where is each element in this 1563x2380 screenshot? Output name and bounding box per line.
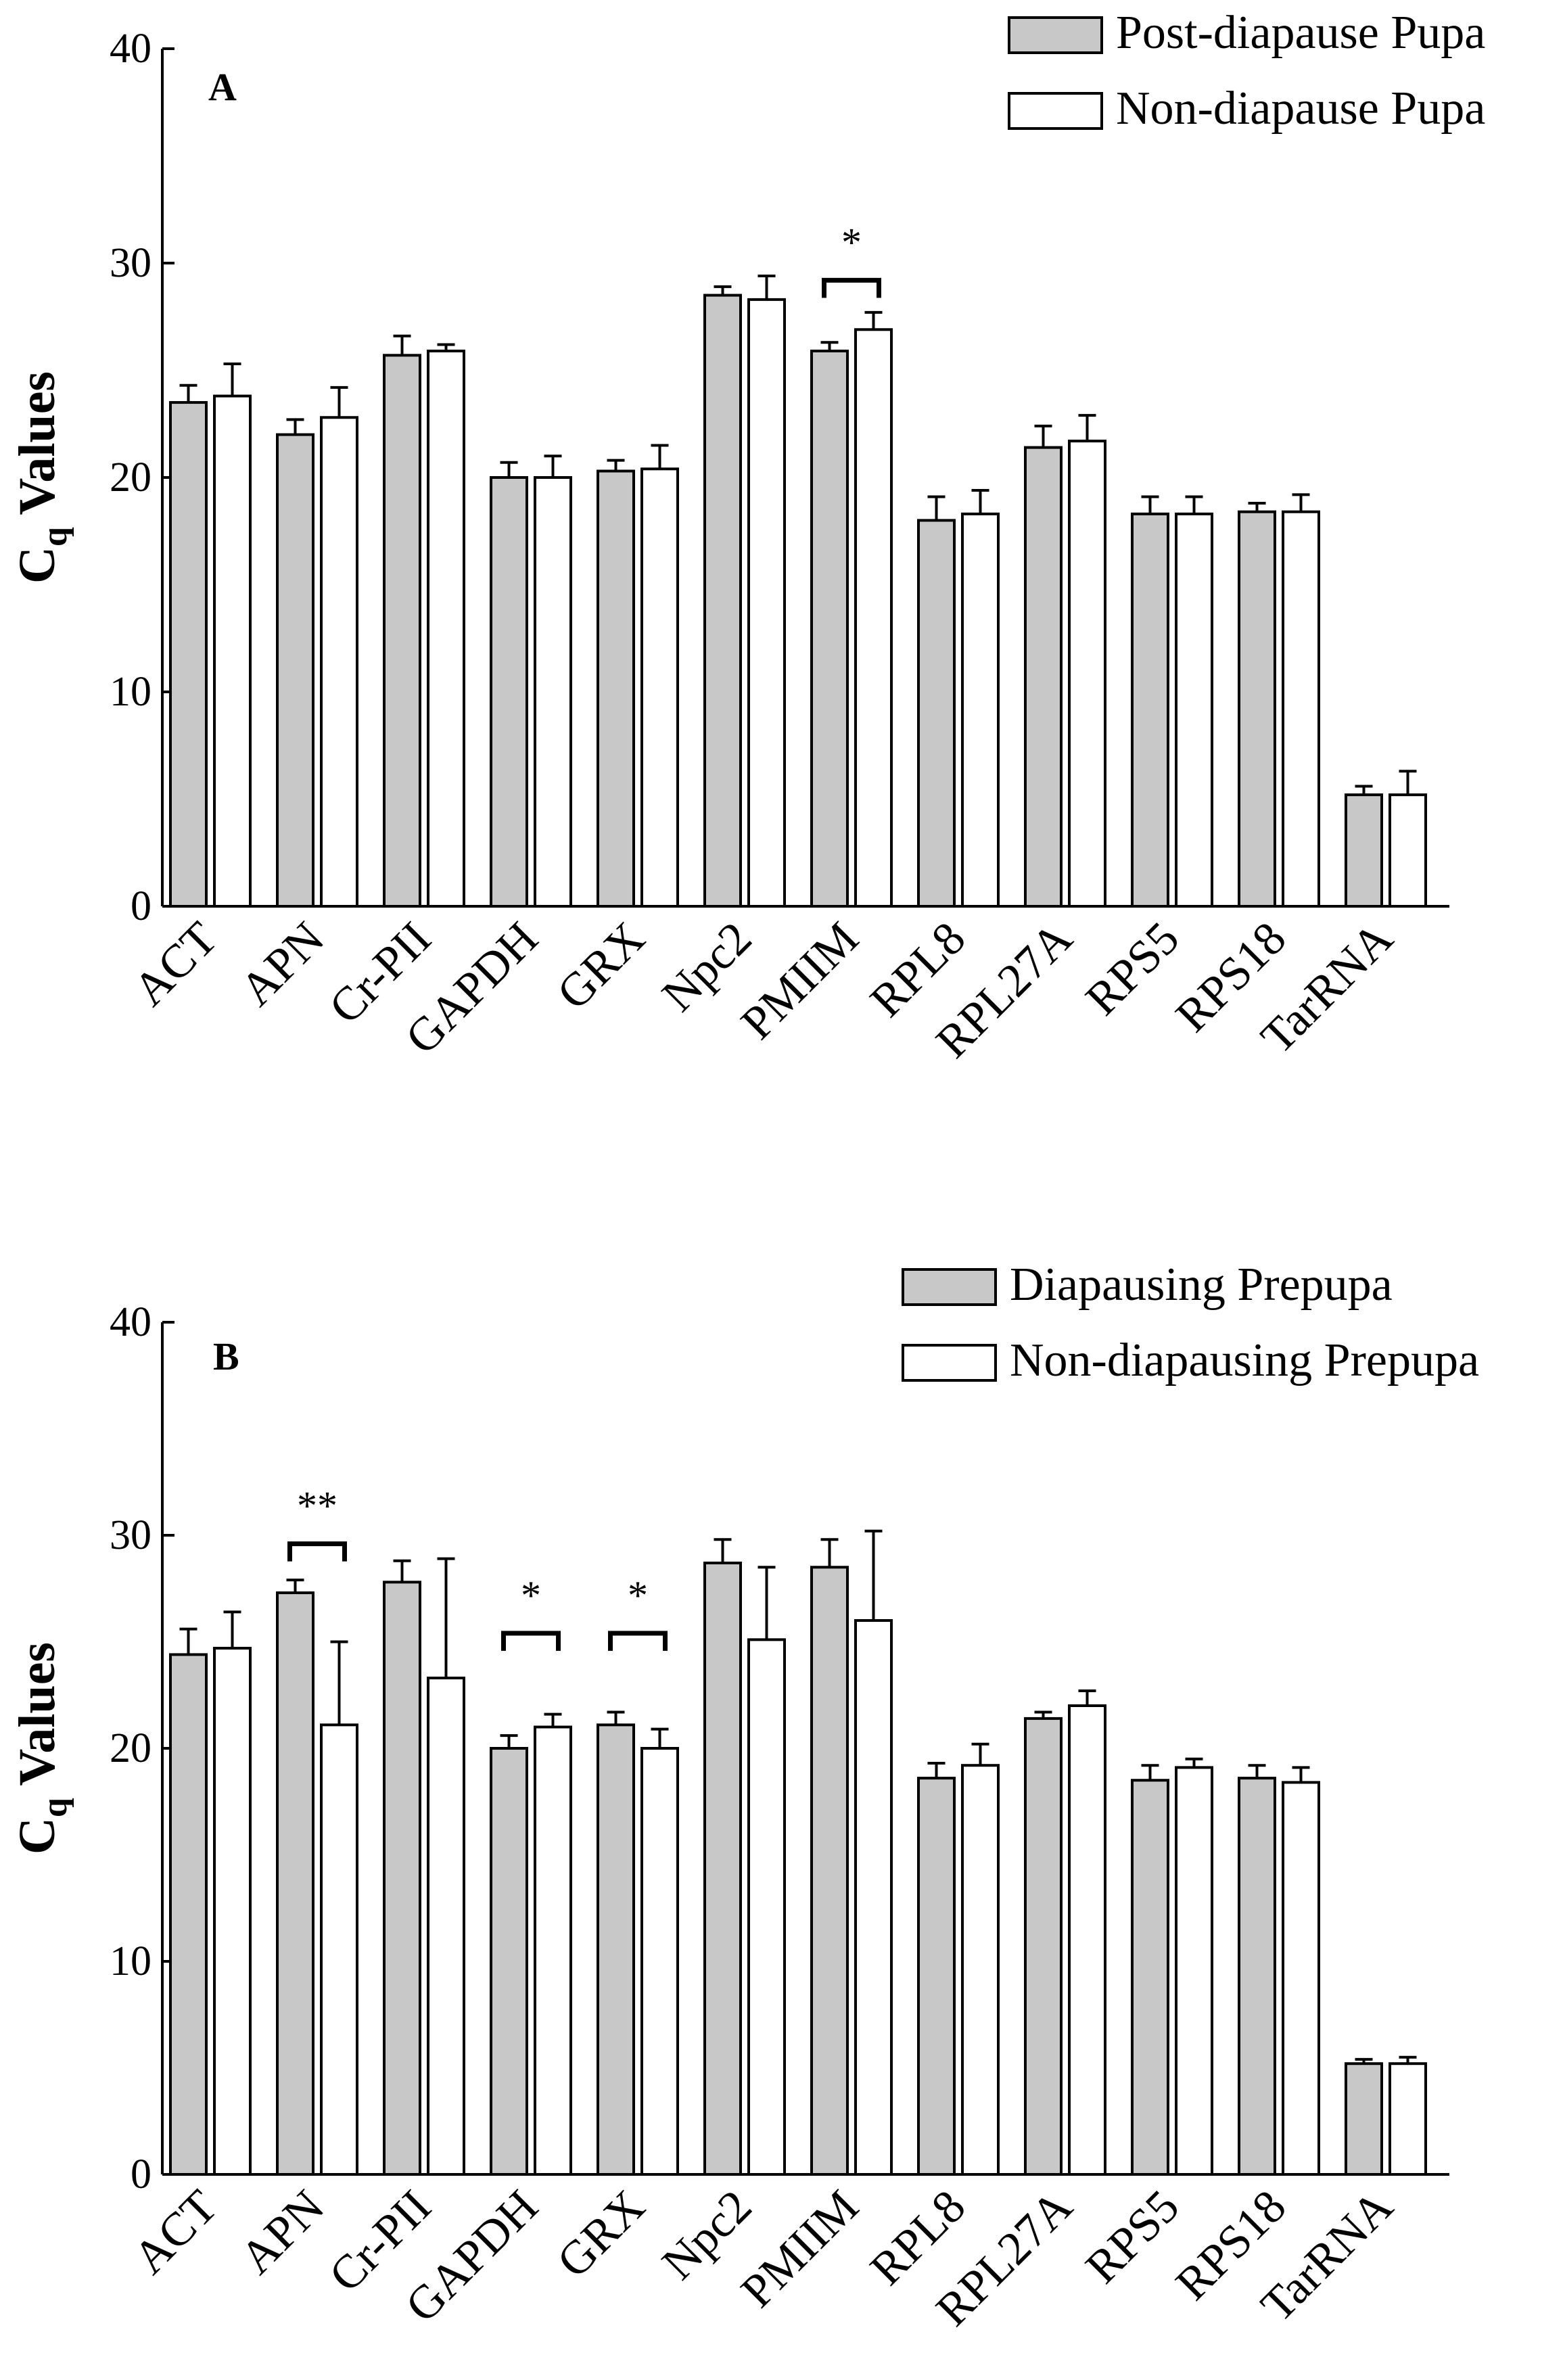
bar-rpl8-diapausing-prepupa [917, 1777, 956, 2176]
bar-grx-diapausing-prepupa [597, 1723, 635, 2176]
legend-label-diapausing-prepupa: Diapausing Prepupa [1010, 1259, 1393, 1311]
bar-tarrna-post-diapause-pupa [1345, 793, 1383, 908]
bar-grx-non-diapausing-prepupa [640, 1747, 679, 2176]
legend-label-post-diapause-pupa: Post-diapause Pupa [1116, 7, 1485, 59]
y-tick-label: 40 [110, 1299, 151, 1345]
y-tick-label: 10 [110, 1938, 151, 1984]
bar-gapdh-non-diapause-pupa [534, 476, 572, 908]
legend-swatch-post-diapause-pupa [1008, 16, 1103, 54]
bar-rps18-non-diapause-pupa [1282, 510, 1320, 908]
bar-rps18-diapausing-prepupa [1238, 1777, 1276, 2176]
bar-apn-non-diapause-pupa [320, 416, 358, 908]
bar-gapdh-post-diapause-pupa [490, 476, 528, 908]
bar-pmiim-non-diapausing-prepupa [854, 1619, 893, 2176]
bar-rpl8-post-diapause-pupa [917, 519, 956, 908]
y-axis-label: Cq Values [9, 371, 74, 584]
bar-rpl27a-non-diapause-pupa [1068, 440, 1106, 908]
bar-rpl27a-non-diapausing-prepupa [1068, 1704, 1106, 2176]
x-tick-label-grx: GRX [547, 2180, 655, 2288]
x-tick-label-pmiim: PMIIM [731, 912, 868, 1050]
bar-apn-diapausing-prepupa [276, 1591, 314, 2176]
bar-cr-pii-non-diapausing-prepupa [427, 1677, 465, 2176]
bar-gapdh-diapausing-prepupa [490, 1747, 528, 2176]
y-tick-label: 0 [131, 2151, 151, 2197]
y-axis-label: Cq Values [9, 1642, 74, 1854]
significance-bracket-gapdh [501, 1631, 561, 1651]
bar-cr-pii-diapausing-prepupa [383, 1581, 421, 2176]
bar-act-non-diapausing-prepupa [213, 1646, 252, 2176]
bar-pmiim-non-diapause-pupa [854, 328, 893, 908]
bar-tarrna-non-diapausing-prepupa [1389, 2062, 1427, 2176]
y-tick-label: 30 [110, 1512, 151, 1558]
bar-npc2-post-diapause-pupa [703, 294, 742, 908]
x-tick-label-grx: GRX [547, 912, 655, 1020]
significance-marker-apn: ** [297, 1484, 337, 1529]
bar-gapdh-non-diapausing-prepupa [534, 1725, 572, 2176]
significance-marker-grx: * [628, 1573, 648, 1618]
legend-label-non-diapausing-prepupa: Non-diapausing Prepupa [1010, 1334, 1479, 1386]
bar-tarrna-diapausing-prepupa [1345, 2062, 1383, 2176]
panel-label: A [208, 65, 237, 109]
bar-rpl8-non-diapause-pupa [961, 512, 1000, 908]
bar-grx-non-diapause-pupa [640, 467, 679, 908]
bar-act-diapausing-prepupa [169, 1653, 208, 2176]
bar-rps5-non-diapausing-prepupa [1175, 1766, 1213, 2176]
bar-apn-post-diapause-pupa [276, 433, 314, 908]
y-tick-label: 30 [110, 240, 151, 286]
x-tick-label-apn: APN [231, 2180, 334, 2284]
bar-pmiim-diapausing-prepupa [810, 1566, 849, 2176]
significance-bracket-pmiim [822, 277, 881, 298]
significance-marker-pmiim: * [841, 220, 862, 264]
significance-marker-gapdh: * [521, 1573, 541, 1618]
bar-apn-non-diapausing-prepupa [320, 1723, 358, 2176]
bar-rps5-diapausing-prepupa [1131, 1779, 1169, 2176]
bar-npc2-non-diapause-pupa [747, 298, 786, 908]
bar-rps5-non-diapause-pupa [1175, 512, 1213, 908]
x-tick-label-pmiim: PMIIM [731, 2180, 868, 2318]
bar-npc2-diapausing-prepupa [703, 1561, 742, 2176]
bar-tarrna-non-diapause-pupa [1389, 793, 1427, 908]
significance-bracket-grx [608, 1631, 668, 1651]
bar-rpl8-non-diapausing-prepupa [961, 1764, 1000, 2176]
bar-rps18-post-diapause-pupa [1238, 510, 1276, 908]
bar-act-non-diapause-pupa [213, 394, 252, 908]
bar-rpl27a-post-diapause-pupa [1024, 446, 1063, 908]
bar-grx-post-diapause-pupa [597, 469, 635, 908]
legend-swatch-non-diapausing-prepupa [902, 1344, 997, 1382]
bar-act-post-diapause-pupa [169, 401, 208, 908]
bar-rps18-non-diapausing-prepupa [1282, 1781, 1320, 2176]
y-tick-label: 40 [110, 26, 151, 72]
legend-swatch-diapausing-prepupa [902, 1268, 997, 1306]
panel-label: B [213, 1334, 239, 1378]
bar-rpl27a-diapausing-prepupa [1024, 1717, 1063, 2176]
bar-cr-pii-non-diapause-pupa [427, 349, 465, 908]
bar-pmiim-post-diapause-pupa [810, 349, 849, 908]
y-tick-label: 20 [110, 1725, 151, 1771]
bar-cr-pii-post-diapause-pupa [383, 354, 421, 908]
y-tick-label: 0 [131, 883, 151, 929]
y-tick-label: 20 [110, 454, 151, 500]
significance-bracket-apn [287, 1541, 347, 1562]
legend-swatch-non-diapause-pupa [1008, 92, 1103, 130]
bar-rps5-post-diapause-pupa [1131, 512, 1169, 908]
legend-label-non-diapause-pupa: Non-diapause Pupa [1116, 83, 1485, 135]
y-tick-label: 10 [110, 669, 151, 715]
bar-npc2-non-diapausing-prepupa [747, 1638, 786, 2176]
x-tick-label-apn: APN [231, 912, 334, 1016]
